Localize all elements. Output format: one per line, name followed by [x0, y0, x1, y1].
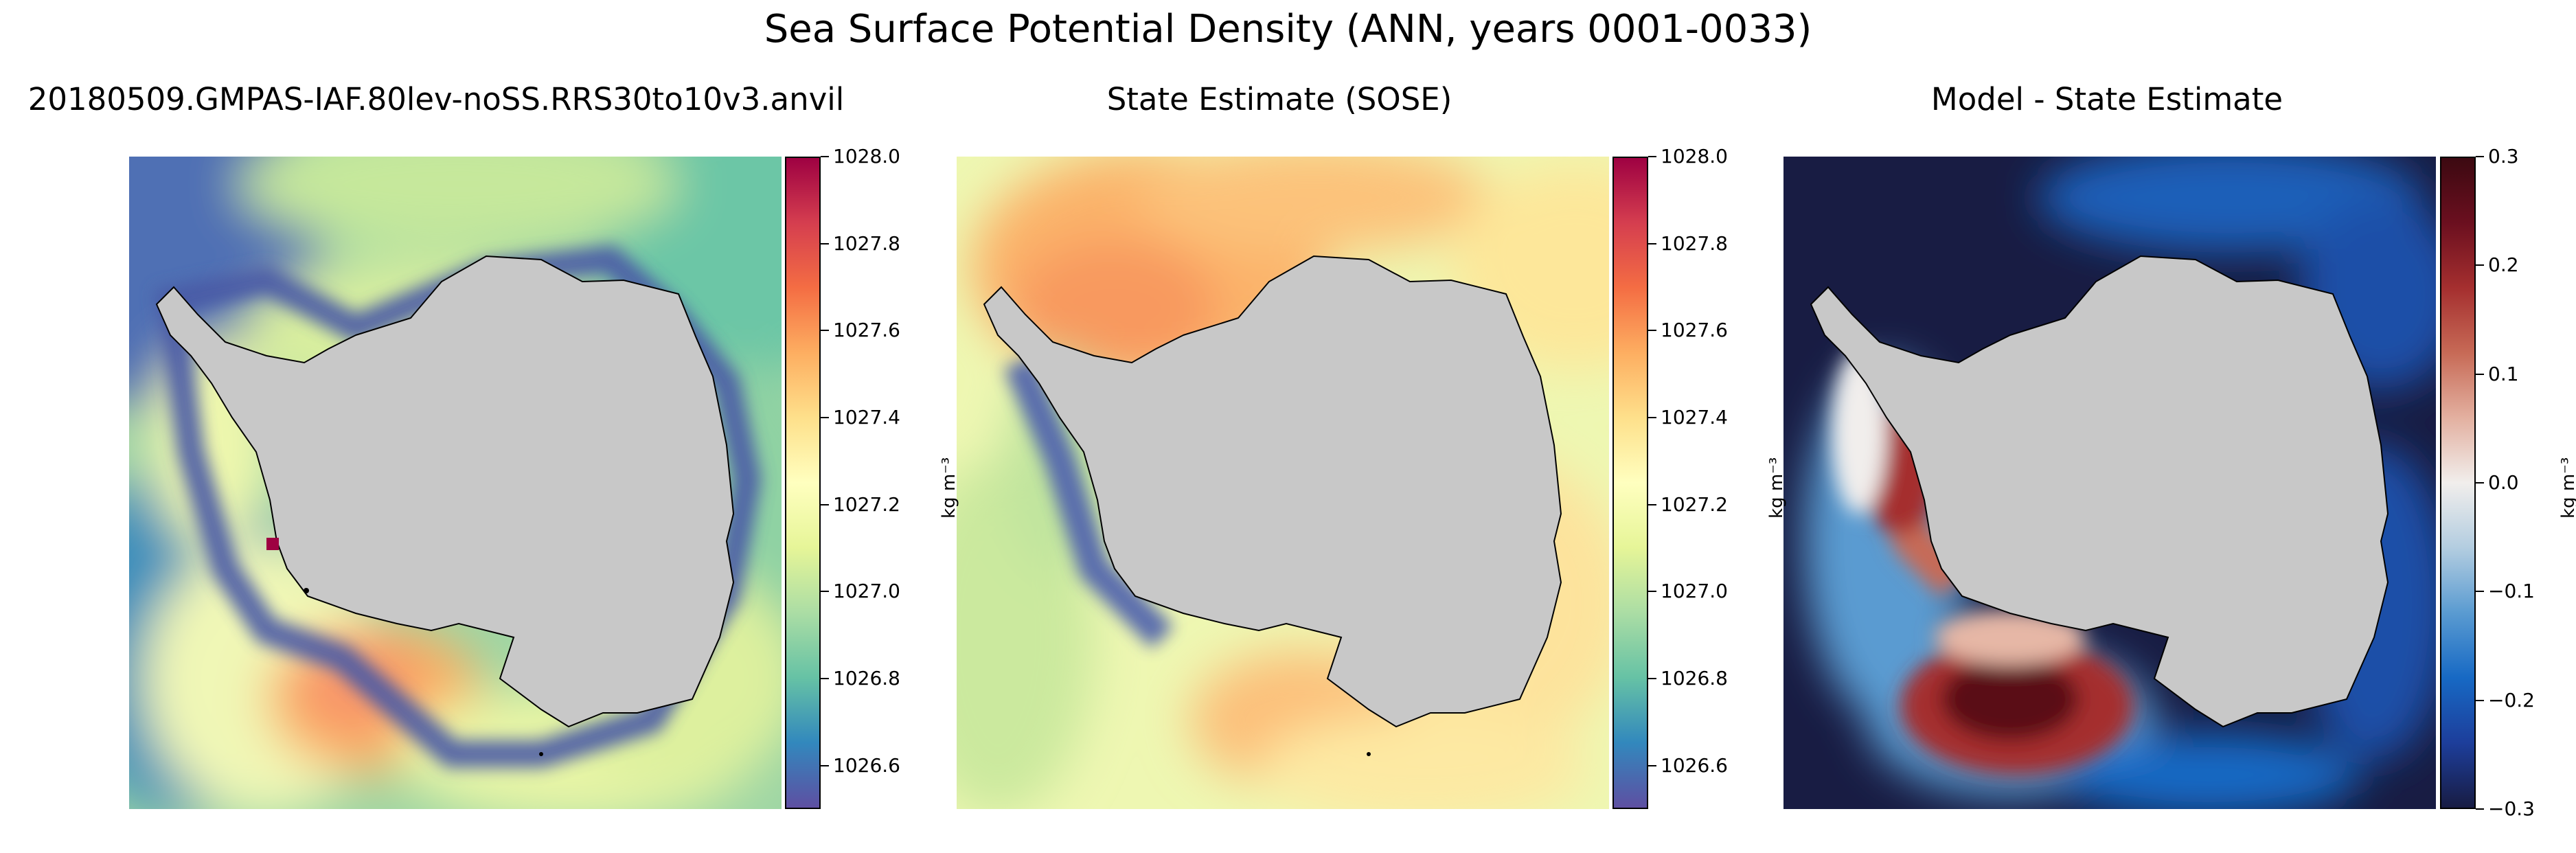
map-diff-svg	[1783, 157, 2436, 809]
island-marker	[1367, 752, 1371, 756]
colorbar-tick-label: 1027.0	[1661, 580, 1728, 603]
colorbar-tick-label: 1027.4	[1661, 406, 1728, 429]
colorbar-tick-label: 0.3	[2488, 145, 2519, 168]
difference-anomalies	[1832, 349, 2134, 775]
colorbar-tick	[821, 330, 829, 332]
colorbar-tick	[2476, 482, 2484, 484]
island-marker	[304, 588, 309, 593]
colorbar-model	[785, 157, 821, 809]
colorbar-tick	[1648, 242, 1656, 244]
colorbar-tick	[821, 591, 829, 593]
colorbar-tick	[2476, 373, 2484, 375]
colorbar-tick	[1648, 156, 1656, 157]
colorbar-diff	[2440, 157, 2476, 809]
colorbar-tick	[821, 503, 829, 505]
map-sose-svg	[957, 157, 1609, 809]
island-marker	[539, 752, 543, 756]
colorbar-tick	[821, 242, 829, 244]
colorbar-tick-label: 1027.8	[1661, 231, 1728, 255]
map-model	[129, 157, 782, 809]
colorbar-tick-label: 1027.2	[1661, 492, 1728, 516]
antarctica-land	[155, 255, 735, 728]
colorbar-tick	[1648, 764, 1656, 766]
figure-title: Sea Surface Potential Density (ANN, year…	[764, 7, 1812, 52]
colorbar-tick	[821, 764, 829, 766]
colorbar-tick-label: 1026.6	[1661, 753, 1728, 777]
colorbar-tick	[821, 678, 829, 679]
panel-title-sose: State Estimate (SOSE)	[1106, 81, 1452, 117]
colorbar-tick-label: 0.2	[2488, 253, 2519, 277]
colorbar-tick	[1648, 417, 1656, 418]
antarctica-land	[983, 255, 1562, 728]
colorbar-tick-label: −0.2	[2488, 688, 2535, 712]
colorbar-sose	[1612, 157, 1648, 809]
colorbar-tick	[1648, 678, 1656, 679]
colorbar-tick-label: 1027.6	[1661, 319, 1728, 342]
colorbar-tick-label: 1027.0	[833, 580, 900, 603]
colorbar-tick-label: 1028.0	[1661, 145, 1728, 168]
colorbar-unit-label: kg m⁻³	[2558, 457, 2576, 519]
antarctica-land	[1810, 255, 2389, 728]
colorbar-tick-label: 1027.2	[833, 492, 900, 516]
colorbar-unit-label: kg m⁻³	[939, 457, 959, 519]
colorbar-unit-label: kg m⁻³	[1766, 457, 1787, 519]
colorbar-tick-label: 1026.6	[833, 753, 900, 777]
colorbar-tick-label: 1027.4	[833, 406, 900, 429]
map-diff	[1783, 157, 2436, 809]
colorbar-tick	[2476, 264, 2484, 266]
dense-shelf-spot	[266, 538, 279, 550]
coastal-light-water	[1004, 356, 1174, 648]
colorbar-tick-label: 1027.6	[833, 319, 900, 342]
colorbar-tick-label: −0.3	[2488, 797, 2535, 820]
colorbar-tick	[1648, 591, 1656, 593]
colorbar-tick	[2476, 808, 2484, 810]
colorbar-tick-label: 1026.8	[1661, 667, 1728, 690]
colorbar-tick-label: 0.1	[2488, 362, 2519, 385]
map-sose	[957, 157, 1609, 809]
colorbar-tick-label: 1027.8	[833, 231, 900, 255]
colorbar-tick-label: −0.1	[2488, 580, 2535, 603]
colorbar-tick	[1648, 330, 1656, 332]
colorbar-tick	[2476, 591, 2484, 593]
colorbar-tick	[1648, 503, 1656, 505]
colorbar-tick	[2476, 156, 2484, 157]
colorbar-tick-label: 1028.0	[833, 145, 900, 168]
map-model-svg	[129, 157, 782, 809]
panel-title-diff: Model - State Estimate	[1930, 81, 2283, 117]
panel-title-model: 20180509.GMPAS-IAF.80lev-noSS.RRS30to10v…	[27, 81, 845, 117]
colorbar-tick-label: 1026.8	[833, 667, 900, 690]
colorbar-tick	[2476, 699, 2484, 701]
colorbar-tick	[821, 156, 829, 157]
colorbar-tick-label: 0.0	[2488, 471, 2519, 494]
colorbar-tick	[821, 417, 829, 418]
